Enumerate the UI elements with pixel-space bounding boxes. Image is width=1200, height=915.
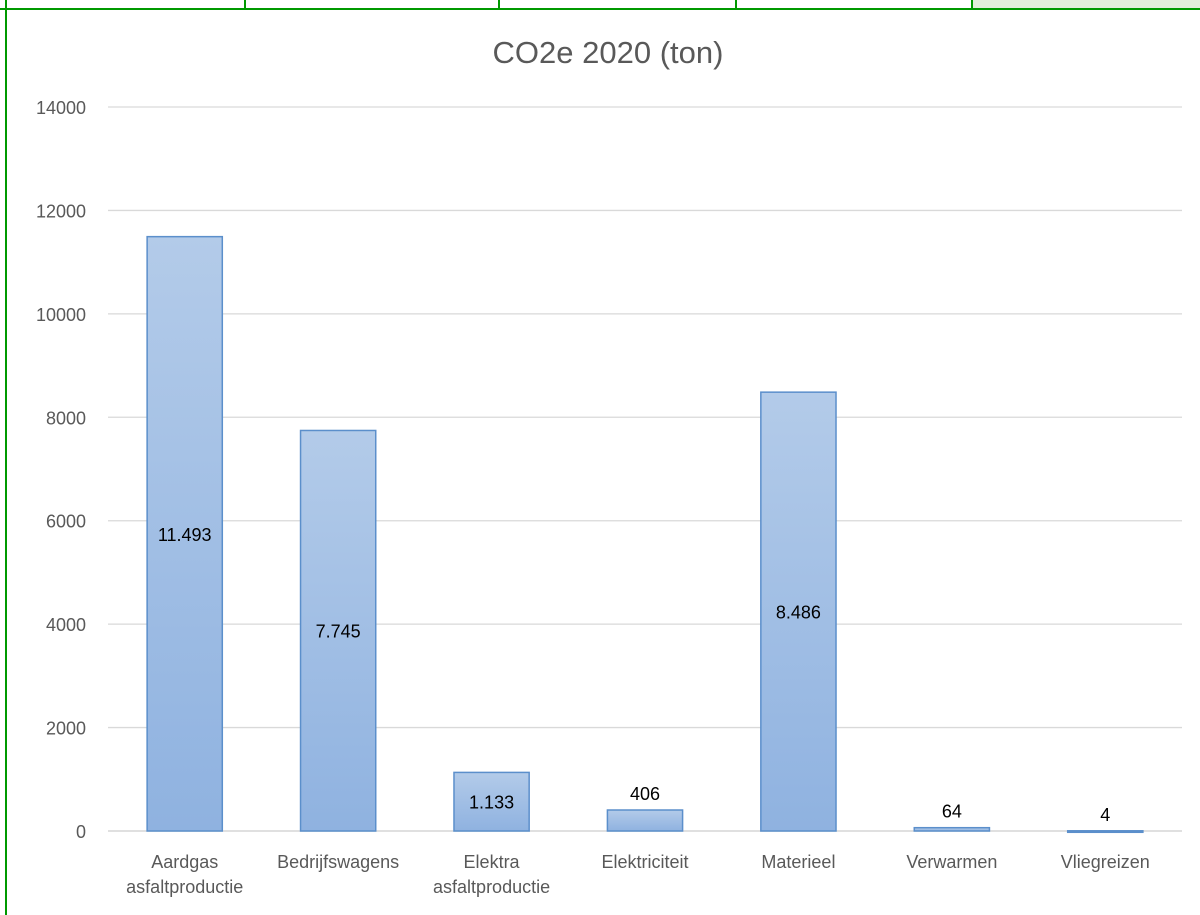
category-label: Elektriciteit	[601, 852, 688, 872]
data-label: 1.133	[469, 793, 514, 813]
bar	[299, 429, 377, 832]
category-label: Verwarmen	[906, 852, 997, 872]
bar	[760, 391, 837, 832]
data-label: 64	[942, 802, 962, 822]
x-axis-category-labels: Aardgas asfaltproductie Bedrijfswagens Elek…	[126, 852, 1150, 897]
data-label: 7.745	[316, 622, 361, 642]
bar	[1066, 830, 1144, 834]
category-label: Vliegreizen	[1061, 852, 1150, 872]
y-tick-label: 10000	[36, 305, 86, 325]
data-label: 406	[630, 784, 660, 804]
data-label: 4	[1100, 805, 1110, 825]
y-tick-label: 2000	[46, 719, 86, 739]
data-label: 8.486	[776, 603, 821, 623]
bar	[453, 771, 530, 832]
data-labels: 11.493 7.745 1.133 406 8.486 64 4	[158, 525, 1110, 825]
y-tick-label: 4000	[46, 615, 86, 635]
sheet-header-cell	[972, 0, 1200, 9]
bar	[913, 826, 991, 832]
data-label: 11.493	[158, 525, 212, 545]
y-tick-label: 14000	[36, 98, 86, 118]
category-label: Elektra asfaltproductie	[433, 852, 550, 897]
bars	[146, 235, 1144, 834]
bar	[146, 235, 224, 832]
y-axis-tick-labels: 0 2000 4000 6000 8000 10000 12000 14000	[36, 98, 86, 842]
category-label: Aardgas asfaltproductie	[126, 852, 243, 897]
y-tick-label: 8000	[46, 408, 86, 428]
y-tick-label: 6000	[46, 512, 86, 532]
y-tick-label: 12000	[36, 201, 86, 221]
category-label: Materieel	[761, 852, 835, 872]
bar	[606, 809, 684, 832]
chart-title: CO2e 2020 (ton)	[493, 35, 724, 70]
gridlines	[108, 106, 1182, 832]
y-tick-label: 0	[76, 822, 86, 842]
category-label: Bedrijfswagens	[277, 852, 399, 872]
